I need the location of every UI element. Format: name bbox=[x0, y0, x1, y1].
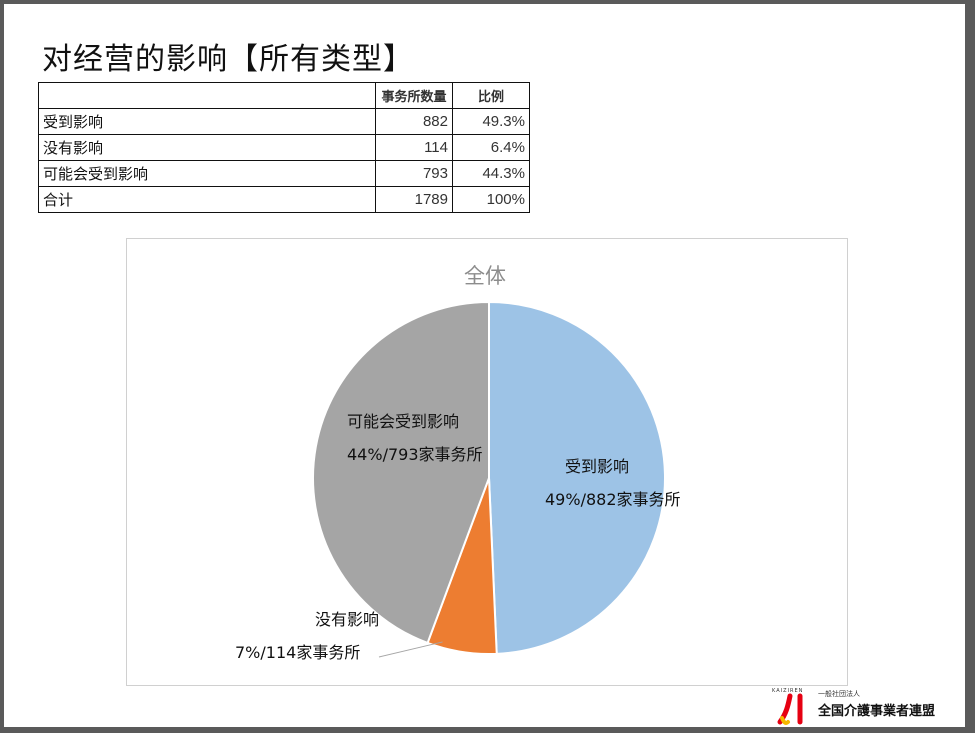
table-row: 可能会受到影响 793 44.3% bbox=[38, 160, 530, 187]
table-cell-ratio: 100% bbox=[452, 186, 530, 213]
page-title: 对经营的影响【所有类型】 bbox=[42, 42, 414, 77]
table-cell-category: 合计 bbox=[38, 186, 376, 213]
table-cell-count: 1789 bbox=[375, 186, 453, 213]
leader-line bbox=[378, 641, 443, 658]
pie-slice-name-label: 受到影响 bbox=[565, 457, 629, 476]
logo-name: 全国介護事業者連盟 bbox=[818, 704, 936, 719]
slide: 对经营的影响【所有类型】 事务所数量 比例 受到影响 882 49.3% 没有影… bbox=[4, 4, 965, 727]
table-cell-ratio: 49.3% bbox=[452, 108, 530, 135]
table-row: 合计 1789 100% bbox=[38, 186, 530, 213]
table-cell-count: 793 bbox=[375, 160, 453, 187]
table-cell-count: 882 bbox=[375, 108, 453, 135]
logo-caps: KAIZIREN bbox=[772, 688, 804, 694]
pie-slice-value-label: 7%/114家事务所 bbox=[235, 643, 360, 662]
logo-subtitle: 一般社団法人 bbox=[818, 690, 860, 698]
pie-slice-name-label: 可能会受到影响 bbox=[347, 412, 459, 431]
table-cell-ratio: 6.4% bbox=[452, 134, 530, 161]
table-header-blank bbox=[38, 82, 376, 109]
pie-slice-value-label: 44%/793家事务所 bbox=[347, 445, 483, 464]
summary-table: 事务所数量 比例 受到影响 882 49.3% 没有影响 114 6.4% 可能… bbox=[38, 82, 530, 213]
table-row: 受到影响 882 49.3% bbox=[38, 108, 530, 135]
table-row: 没有影响 114 6.4% bbox=[38, 134, 530, 161]
pie-slice bbox=[312, 300, 490, 645]
table-cell-category: 没有影响 bbox=[38, 134, 376, 161]
table-cell-ratio: 44.3% bbox=[452, 160, 530, 187]
table-header-ratio: 比例 bbox=[452, 82, 530, 109]
pie-chart-container: 全体 受到影响 49%/882家事务所没有影响 7%/114家事务所 可能会受到影响 4… bbox=[126, 238, 848, 686]
table-cell-count: 114 bbox=[375, 134, 453, 161]
table-cell-category: 受到影响 bbox=[38, 108, 376, 135]
table-cell-category: 可能会受到影响 bbox=[38, 160, 376, 187]
chart-title: 全体 bbox=[464, 264, 506, 288]
table-header-count: 事务所数量 bbox=[375, 82, 453, 109]
pie-slice-value-label: 49%/882家事务所 bbox=[545, 490, 681, 509]
pie-slice bbox=[488, 300, 666, 655]
organization-logo: KAIZIREN 一般社団法人 全国介護事業者連盟 bbox=[768, 684, 958, 725]
table-header-row: 事务所数量 比例 bbox=[38, 82, 530, 109]
logo-mark-icon bbox=[777, 693, 803, 725]
pie-slice-name-label: 没有影响 bbox=[315, 610, 379, 629]
